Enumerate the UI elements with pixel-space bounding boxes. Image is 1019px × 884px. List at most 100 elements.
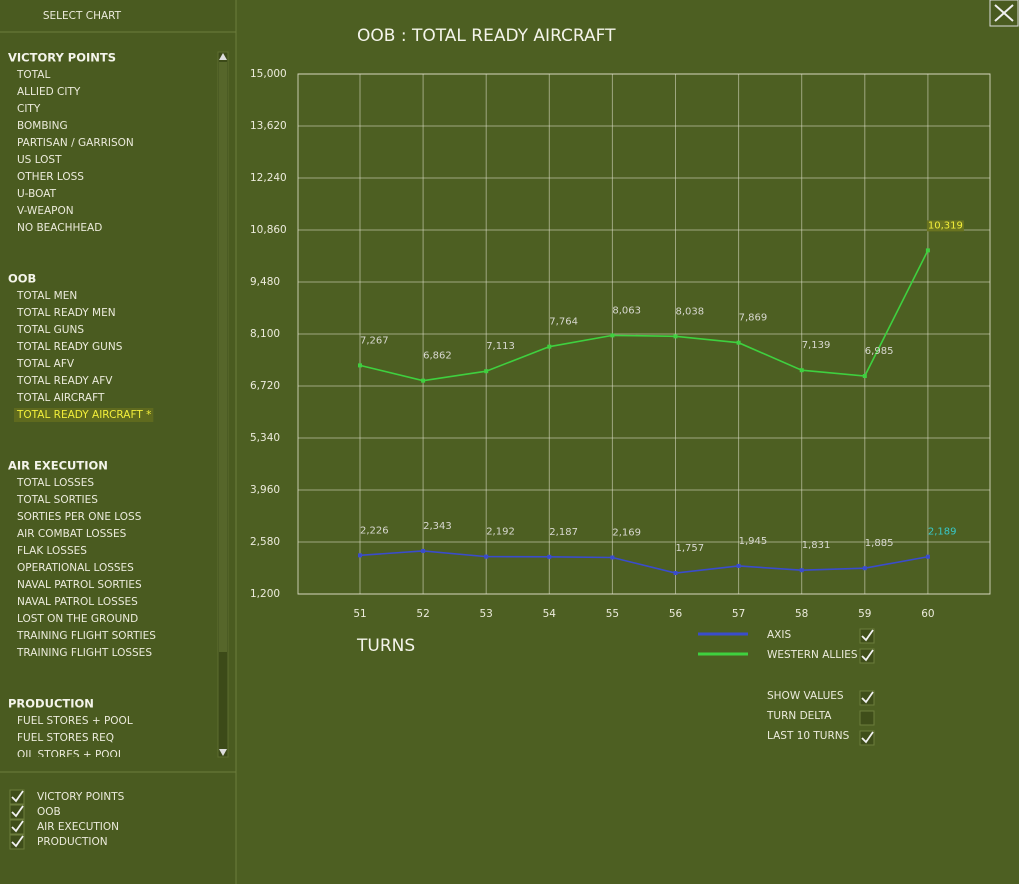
x-tick-label: 57 — [732, 608, 745, 620]
data-point — [799, 568, 804, 573]
filter-label: VICTORY POINTS — [37, 791, 125, 803]
filter-label: OOB — [37, 806, 61, 818]
option-label: LAST 10 TURNS — [767, 730, 850, 742]
x-tick-label: 60 — [921, 608, 934, 620]
data-point — [736, 563, 741, 568]
chart-option[interactable]: NAVAL PATROL SORTIES — [17, 579, 142, 591]
close-button[interactable] — [989, 0, 1019, 27]
chart-option[interactable]: TOTAL GUNS — [16, 324, 84, 336]
value-label: 10,319 — [928, 220, 963, 231]
data-point — [484, 554, 489, 559]
chart-option[interactable]: AIR COMBAT LOSSES — [17, 528, 127, 540]
close-icon[interactable] — [994, 4, 1014, 22]
option-label: SHOW VALUES — [767, 690, 844, 702]
value-label: 7,764 — [549, 317, 578, 328]
chart-option[interactable]: TOTAL LOSSES — [16, 477, 94, 489]
group-title: OOB — [8, 272, 36, 286]
chart-option[interactable]: TOTAL READY AIRCRAFT * — [16, 409, 151, 421]
chart-option[interactable]: CITY — [17, 103, 41, 115]
chart-option[interactable]: FUEL STORES REQ — [17, 732, 114, 744]
value-label: 7,869 — [739, 313, 768, 324]
check-mark — [11, 820, 24, 833]
scroll-down[interactable] — [219, 749, 227, 756]
chart-option[interactable]: TOTAL READY MEN — [16, 307, 116, 319]
legend-label: AXIS — [767, 629, 791, 641]
y-tick-label: 3,960 — [250, 484, 280, 496]
value-label: 2,226 — [360, 525, 389, 536]
data-point — [799, 368, 804, 373]
chart-option[interactable]: OIL STORES + POOL — [17, 749, 124, 761]
data-point — [673, 334, 678, 339]
check-mark — [861, 629, 874, 642]
data-point — [421, 548, 426, 553]
series-line — [359, 250, 929, 382]
chart-option[interactable]: OPERATIONAL LOSSES — [17, 562, 134, 574]
chart-option[interactable]: TRAINING FLIGHT SORTIES — [16, 630, 156, 642]
chart-list: VICTORY POINTS TOTAL ALLIED CITY CITY BOMBIN… — [8, 51, 156, 761]
filter-label: PRODUCTION — [37, 836, 108, 848]
chart-option[interactable]: SORTIES PER ONE LOSS — [17, 511, 142, 523]
check-mark — [861, 731, 874, 744]
chart-title: OOB : TOTAL READY AIRCRAFT — [357, 26, 616, 46]
y-tick-label: 1,200 — [250, 588, 280, 600]
data-point — [862, 566, 867, 571]
chart-option[interactable]: TOTAL MEN — [16, 290, 77, 302]
chart-option[interactable]: NO BEACHHEAD — [17, 222, 102, 234]
x-tick-label: 55 — [606, 608, 619, 620]
value-label: 1,945 — [739, 536, 768, 547]
value-label: 1,831 — [802, 540, 831, 551]
option-checkbox[interactable] — [859, 710, 875, 726]
data-point — [610, 555, 615, 560]
selection-highlight — [14, 408, 154, 422]
chart-option[interactable]: PARTISAN / GARRISON — [17, 137, 134, 149]
value-label: 8,063 — [612, 305, 641, 316]
value-label: 6,862 — [423, 351, 452, 362]
chart-option[interactable]: TOTAL AFV — [16, 358, 75, 370]
value-label: 7,113 — [486, 341, 515, 352]
y-tick-label: 10,860 — [250, 224, 287, 236]
chart-option[interactable]: TOTAL READY GUNS — [16, 341, 123, 353]
chart-option[interactable]: TRAINING FLIGHT LOSSES — [16, 647, 152, 659]
x-axis-label: TURNS — [356, 636, 415, 656]
data-point — [925, 248, 930, 253]
chart-option[interactable]: BOMBING — [17, 120, 68, 132]
group-title: VICTORY POINTS — [8, 51, 116, 65]
y-tick-label: 9,480 — [250, 276, 280, 288]
y-tick-label: 15,000 — [250, 68, 287, 80]
data-point — [925, 554, 930, 559]
value-label: 2,189 — [928, 527, 957, 538]
chart-option[interactable]: TOTAL SORTIES — [16, 494, 98, 506]
chart-option[interactable]: TOTAL AIRCRAFT — [16, 392, 105, 404]
chart-option[interactable]: FUEL STORES + POOL — [17, 715, 133, 727]
value-label: 2,343 — [423, 521, 452, 532]
chart-option[interactable]: OTHER LOSS — [17, 171, 84, 183]
data-point — [358, 363, 362, 368]
chart-option[interactable]: US LOST — [17, 154, 62, 166]
sidebar — [0, 0, 236, 884]
data-point — [358, 553, 362, 558]
chart-option[interactable]: TOTAL — [16, 69, 50, 81]
value-label: 8,038 — [676, 306, 705, 317]
check-mark — [861, 691, 874, 704]
chart-option[interactable]: V-WEAPON — [17, 205, 74, 217]
value-label: 2,187 — [549, 527, 578, 538]
chart-option[interactable]: U-BOAT — [17, 188, 57, 200]
value-label: 2,192 — [486, 527, 515, 538]
check-mark — [11, 835, 24, 848]
scroll-up[interactable] — [219, 53, 227, 60]
value-label: 1,757 — [676, 543, 705, 554]
chart-option[interactable]: LOST ON THE GROUND — [17, 613, 138, 625]
chart-option[interactable]: FLAK LOSSES — [17, 545, 87, 557]
x-tick-label: 52 — [416, 608, 429, 620]
chart-option[interactable]: ALLIED CITY — [17, 86, 81, 98]
value-label: 7,267 — [360, 335, 389, 346]
chart-option[interactable]: NAVAL PATROL LOSSES — [17, 596, 138, 608]
data-point — [862, 374, 867, 379]
sidebar-header: SELECT CHART — [43, 10, 122, 22]
group-title: AIR EXECUTION — [8, 459, 108, 473]
chart-option[interactable]: TOTAL READY AFV — [16, 375, 113, 387]
group-title: PRODUCTION — [8, 697, 94, 711]
scroll-thumb[interactable] — [219, 62, 227, 652]
check-mark — [11, 805, 24, 818]
x-tick-label: 51 — [353, 608, 366, 620]
